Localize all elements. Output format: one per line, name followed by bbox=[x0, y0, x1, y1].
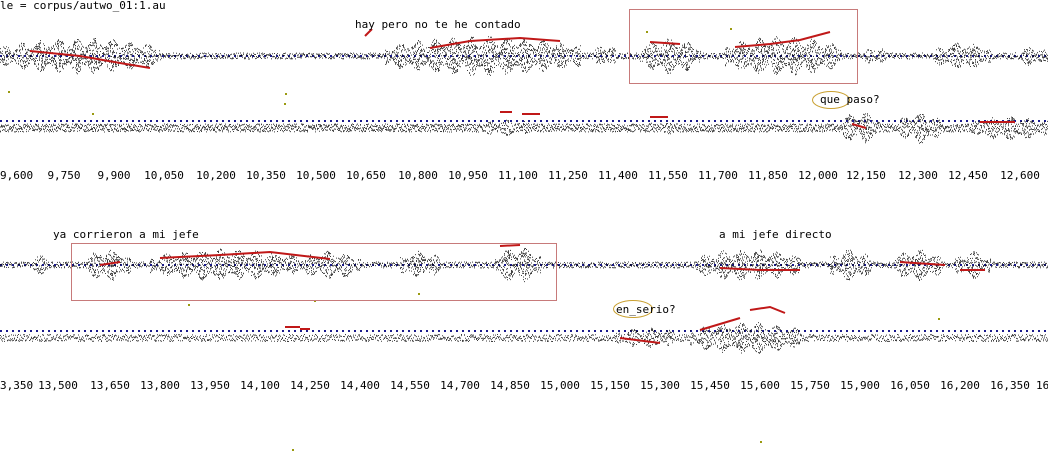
time-tick-label: 11,250 bbox=[548, 169, 588, 182]
time-tick-label: 9,600 bbox=[0, 169, 34, 182]
time-tick-label: 15,000 bbox=[540, 379, 580, 392]
time-tick-label: 12,600 bbox=[1000, 169, 1040, 182]
time-tick-label: 14,400 bbox=[340, 379, 380, 392]
marker-dot bbox=[92, 113, 94, 115]
time-tick-label: 11,850 bbox=[748, 169, 788, 182]
time-tick-label: 14,250 bbox=[290, 379, 330, 392]
pitch-contour bbox=[719, 267, 800, 271]
utterance-label-speaker-a[interactable]: ya corrieron a mi jefe bbox=[53, 228, 199, 241]
time-tick-label: 14,100 bbox=[240, 379, 280, 392]
time-tick-label: 15,600 bbox=[740, 379, 780, 392]
marker-dot bbox=[646, 31, 648, 33]
selection-box[interactable] bbox=[71, 243, 557, 301]
time-tick-label: 10,500 bbox=[296, 169, 336, 182]
pitch-contour bbox=[649, 41, 681, 45]
time-tick-label: 10,200 bbox=[196, 169, 236, 182]
time-tick-label: 15,300 bbox=[640, 379, 680, 392]
marker-dot bbox=[285, 93, 287, 95]
waveform bbox=[0, 113, 1048, 144]
utterance-label-speaker-a-2[interactable]: a mi jefe directo bbox=[719, 228, 832, 241]
marker-dot bbox=[188, 304, 190, 306]
marker-dot bbox=[314, 300, 316, 302]
utterance-label-speaker-a[interactable]: hay pero no te he contado bbox=[355, 18, 521, 31]
time-tick-label: 12,150 bbox=[846, 169, 886, 182]
marker-dot bbox=[8, 91, 10, 93]
time-axis: 3,350 13,500 13,650 13,800 13,950 14,100 14,25… bbox=[0, 380, 1048, 394]
utterance-label-speaker-b[interactable]: que paso? bbox=[820, 93, 880, 106]
waveform bbox=[0, 322, 1048, 354]
time-tick-label: 15,750 bbox=[790, 379, 830, 392]
time-tick-label: 10,800 bbox=[398, 169, 438, 182]
time-tick-label: 14,850 bbox=[490, 379, 530, 392]
time-tick-label: 11,550 bbox=[648, 169, 688, 182]
pitch-contour bbox=[749, 305, 786, 314]
highlighted-annotation[interactable] bbox=[613, 300, 653, 318]
pitch-contour bbox=[364, 28, 373, 37]
marker-dot bbox=[760, 441, 762, 443]
pitch-contour bbox=[851, 123, 867, 129]
time-tick-label: 12,000 bbox=[798, 169, 838, 182]
time-tick-label: 13,650 bbox=[90, 379, 130, 392]
time-tick-label: 10,050 bbox=[144, 169, 184, 182]
pitch-contour bbox=[159, 250, 331, 260]
pitch-contour bbox=[499, 244, 521, 247]
time-tick-label: 12,300 bbox=[898, 169, 938, 182]
pitch-contour bbox=[699, 317, 741, 331]
time-tick-label: 11,700 bbox=[698, 169, 738, 182]
time-tick-label: 11,100 bbox=[498, 169, 538, 182]
marker-dot bbox=[284, 103, 286, 105]
file-label: le = corpus/autwo_01:1.au bbox=[0, 0, 166, 12]
time-tick-label: 10,950 bbox=[448, 169, 488, 182]
time-tick-label: 11,400 bbox=[598, 169, 638, 182]
time-tick-label: 3,350 bbox=[0, 379, 34, 392]
time-tick-label: 15,900 bbox=[840, 379, 880, 392]
time-tick-label: 10,350 bbox=[246, 169, 286, 182]
time-tick-label: 16 bbox=[1036, 379, 1048, 392]
time-tick-label: 15,150 bbox=[590, 379, 630, 392]
time-tick-label: 15,450 bbox=[690, 379, 730, 392]
marker-dot bbox=[418, 293, 420, 295]
time-tick-label: 13,950 bbox=[190, 379, 230, 392]
pitch-contour bbox=[619, 337, 661, 344]
waveform bbox=[0, 36, 1048, 76]
marker-dot bbox=[938, 318, 940, 320]
time-tick-label: 16,200 bbox=[940, 379, 980, 392]
marker-dot bbox=[730, 28, 732, 30]
time-tick-label: 14,700 bbox=[440, 379, 480, 392]
time-tick-label: 9,750 bbox=[47, 169, 81, 182]
time-tick-label: 10,650 bbox=[346, 169, 386, 182]
highlighted-annotation[interactable] bbox=[812, 91, 850, 109]
time-tick-label: 9,900 bbox=[97, 169, 131, 182]
utterance-label-speaker-b[interactable]: en_serio? bbox=[616, 303, 676, 316]
time-tick-label: 16,350 bbox=[990, 379, 1030, 392]
time-tick-label: 13,800 bbox=[140, 379, 180, 392]
pitch-contour bbox=[99, 261, 121, 266]
time-tick-label: 13,500 bbox=[38, 379, 78, 392]
selection-box[interactable] bbox=[629, 9, 858, 84]
pitch-contour bbox=[899, 261, 946, 266]
marker-dot bbox=[292, 449, 294, 451]
time-tick-label: 16,050 bbox=[890, 379, 930, 392]
pitch-contour bbox=[429, 36, 561, 49]
pitch-contour bbox=[734, 31, 831, 48]
time-axis: 9,600 9,750 9,900 10,050 10,200 10,350 10,500 1… bbox=[0, 170, 1048, 184]
pitch-contour bbox=[29, 50, 151, 69]
time-tick-label: 14,550 bbox=[390, 379, 430, 392]
time-tick-label: 12,450 bbox=[948, 169, 988, 182]
